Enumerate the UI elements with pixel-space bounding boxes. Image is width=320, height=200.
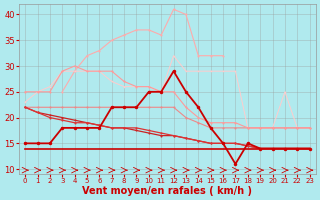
X-axis label: Vent moyen/en rafales ( km/h ): Vent moyen/en rafales ( km/h ) — [82, 186, 252, 196]
